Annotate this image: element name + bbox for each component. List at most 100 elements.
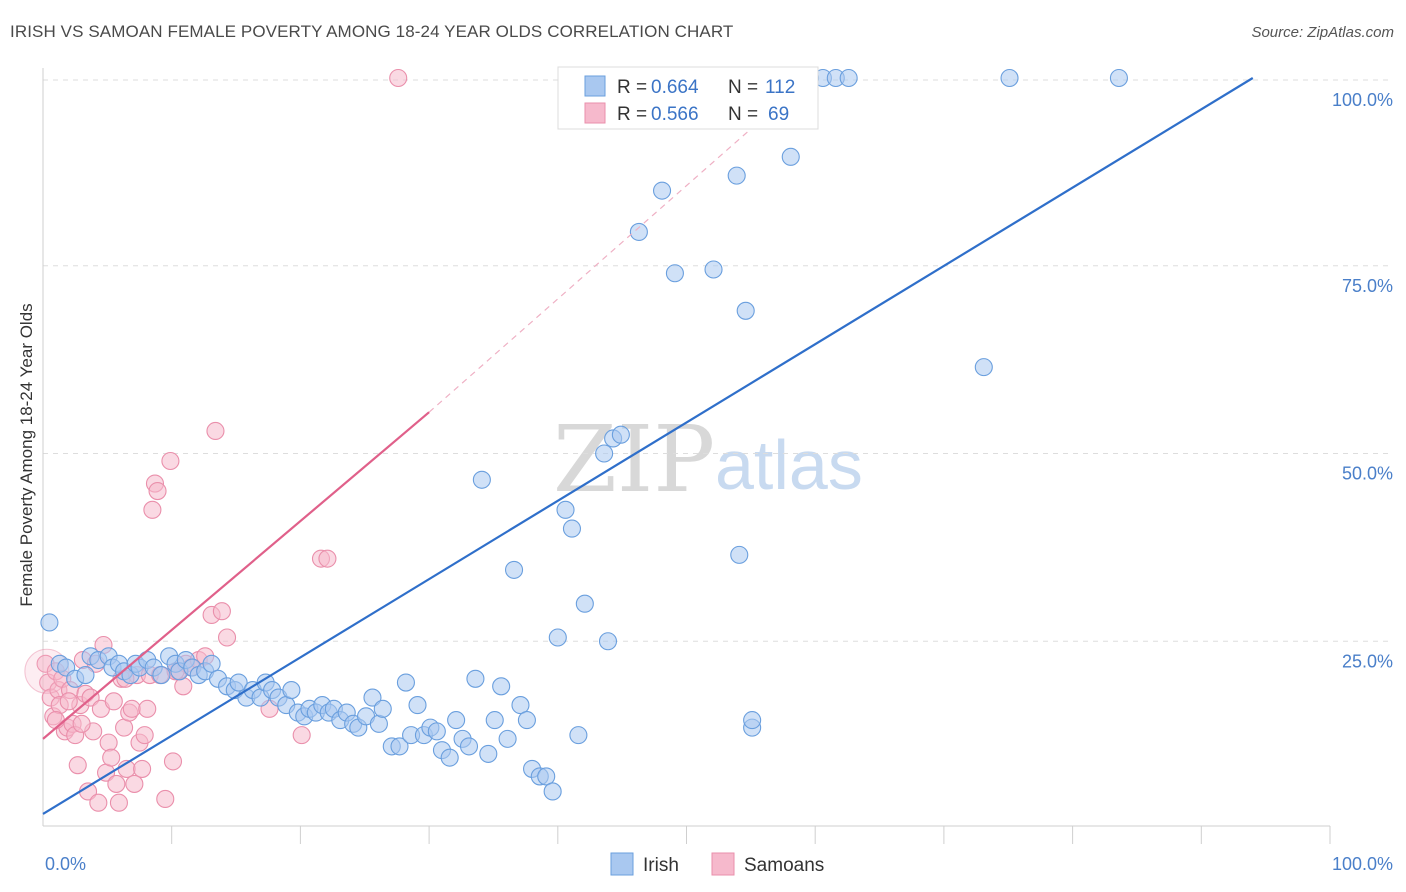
irish-point <box>152 665 171 685</box>
irish-point <box>504 560 524 579</box>
irish-point <box>492 677 511 696</box>
irish-point <box>485 711 504 730</box>
irish-point <box>396 673 415 692</box>
samoan-point <box>104 692 123 711</box>
irish-point <box>781 147 800 166</box>
irish-point <box>652 181 672 200</box>
x-tick-marks <box>171 826 1331 844</box>
irish-point <box>562 519 582 538</box>
samoan-point <box>46 711 65 730</box>
irish-point <box>569 726 588 745</box>
bottom-legend-irish-swatch <box>610 852 634 876</box>
samoan-point <box>107 774 126 793</box>
legend-samoan-r-value: 0.566 <box>651 104 699 125</box>
irish-point <box>575 594 594 613</box>
legend-irish-r-value: 0.664 <box>651 77 699 98</box>
irish-point <box>202 654 221 673</box>
watermark-zip: ZIP <box>553 406 715 513</box>
legend-samoan-r-label: R = <box>617 104 647 125</box>
bottom-legend-irish-label: Irish <box>643 855 679 876</box>
irish-point <box>595 444 614 463</box>
samoan-point <box>109 793 128 812</box>
irish-point <box>611 425 630 444</box>
irish-point <box>363 688 382 707</box>
top-legend: R = 0.664 N = 112 R = 0.566 N = 69 <box>557 66 819 130</box>
watermark-atlas: atlas <box>715 426 863 504</box>
samoan-point <box>135 726 154 745</box>
samoan-point <box>68 756 87 775</box>
irish-point <box>629 222 648 242</box>
irish-point <box>40 613 59 632</box>
legend-samoan-swatch <box>584 102 606 124</box>
chart-title: IRISH VS SAMOAN FEMALE POVERTY AMONG 18-… <box>10 22 734 41</box>
samoan-point <box>99 733 118 752</box>
legend-samoan-n-label: N = <box>728 104 758 125</box>
samoan-point <box>125 774 144 793</box>
legend-irish-swatch <box>584 75 606 97</box>
trend-lines <box>42 77 1254 815</box>
samoan-trend-extension <box>428 77 810 413</box>
samoan-point <box>122 699 141 718</box>
irish-point <box>427 722 446 741</box>
y-tick-labels: 25.0% 50.0% 75.0% 100.0% <box>1332 90 1393 671</box>
y-tick-label: 75.0% <box>1342 276 1393 296</box>
y-axis-label: Female Poverty Among 18-24 Year Olds <box>17 303 36 606</box>
irish-point <box>408 696 427 715</box>
irish-point <box>472 470 491 489</box>
samoan-point <box>212 602 231 621</box>
samoan-point <box>59 692 78 711</box>
irish-point <box>665 264 684 283</box>
legend-irish-n-label: N = <box>728 77 758 98</box>
bottom-legend-samoan-label: Samoans <box>744 855 824 876</box>
irish-point <box>543 782 562 801</box>
irish-point <box>517 711 536 730</box>
grid-lines <box>43 79 1393 642</box>
bottom-legend-samoan-swatch <box>711 852 735 876</box>
irish-point <box>743 711 762 730</box>
samoan-points <box>24 68 408 812</box>
irish-point <box>736 301 755 320</box>
samoan-point <box>89 793 108 812</box>
y-tick-label: 50.0% <box>1342 464 1393 484</box>
irish-point <box>466 669 485 688</box>
irish-point <box>479 744 498 763</box>
irish-point <box>498 729 517 748</box>
irish-point <box>390 737 409 756</box>
x-tick-label-max: 100.0% <box>1332 854 1393 874</box>
samoan-point <box>133 759 152 778</box>
irish-trend-line <box>42 77 1254 815</box>
samoan-point <box>102 748 121 767</box>
irish-point <box>440 748 459 767</box>
irish-point <box>1000 68 1019 88</box>
irish-point <box>704 260 723 279</box>
samoan-point <box>389 68 408 88</box>
irish-point <box>730 545 749 564</box>
irish-point <box>839 68 858 88</box>
irish-point <box>511 696 530 715</box>
irish-point <box>548 628 567 647</box>
samoan-point <box>318 549 337 568</box>
samoan-point <box>148 481 167 501</box>
samoan-point <box>115 718 134 737</box>
irish-point <box>76 665 95 685</box>
samoan-point <box>143 500 162 519</box>
source-credit: Source: ZipAtlas.com <box>1251 24 1394 41</box>
irish-point <box>369 714 388 733</box>
samoan-point <box>156 789 175 809</box>
y-tick-label: 25.0% <box>1342 651 1393 671</box>
samoan-point <box>174 677 193 696</box>
irish-point <box>537 767 556 786</box>
samoan-point <box>72 714 91 733</box>
irish-point <box>229 673 248 692</box>
legend-irish-n-value: 112 <box>765 77 795 98</box>
irish-point <box>459 737 479 756</box>
x-tick-label-min: 0.0% <box>45 854 86 874</box>
irish-point <box>556 500 575 519</box>
y-tick-label: 100.0% <box>1332 90 1393 110</box>
irish-point <box>1109 68 1128 88</box>
irish-point <box>373 699 392 718</box>
samoan-point <box>292 726 311 745</box>
irish-point <box>447 711 466 730</box>
samoan-point <box>161 451 180 471</box>
